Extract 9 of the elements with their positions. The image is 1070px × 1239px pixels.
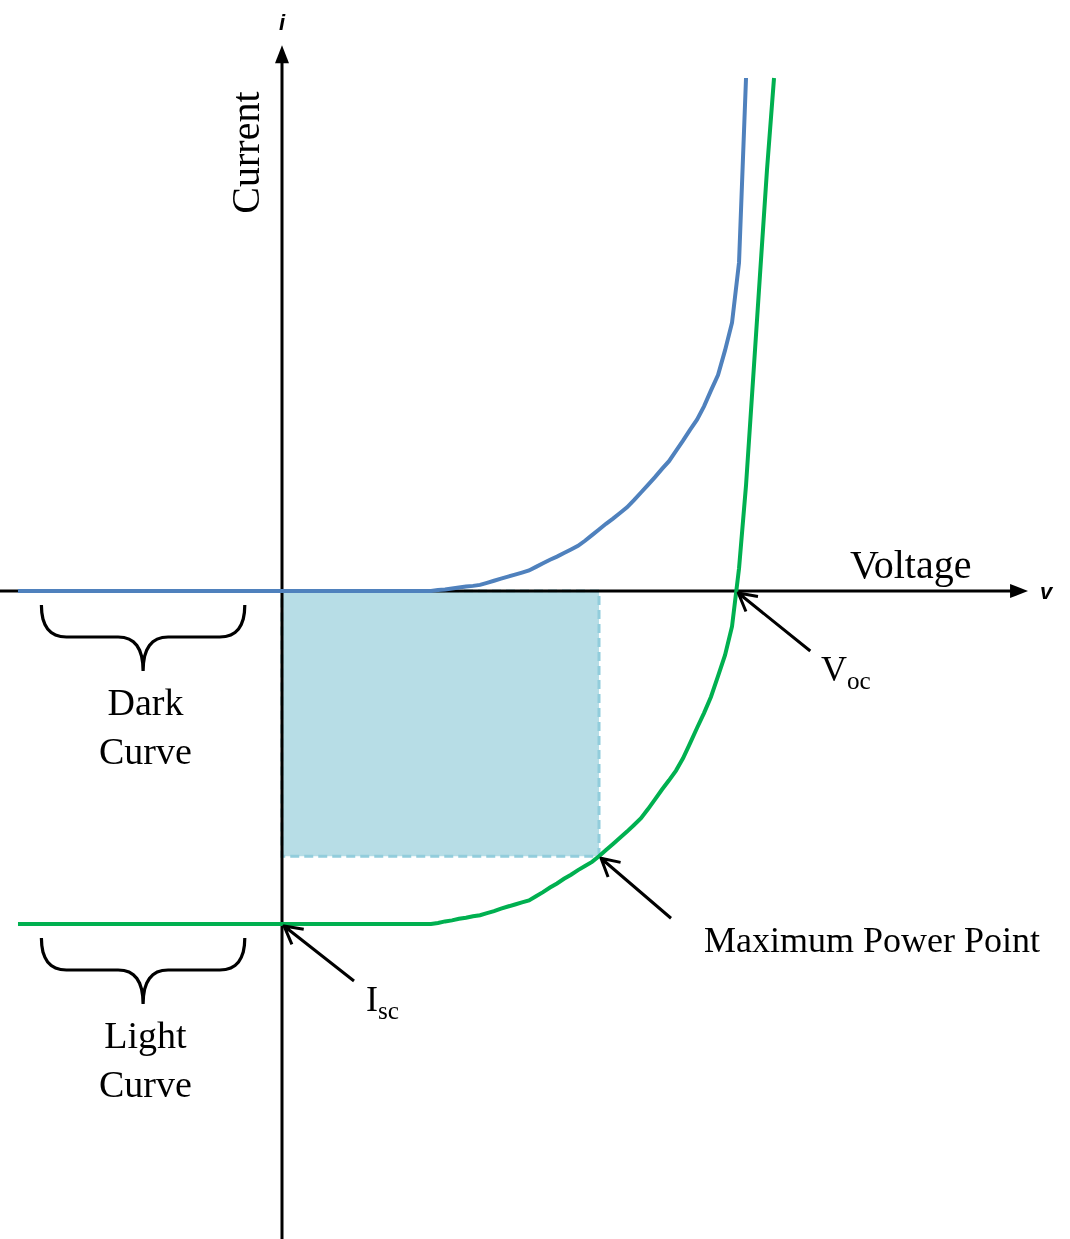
text: I$_{sc}$ [366, 979, 399, 1024]
annotation: Maximum Power Point [704, 920, 1041, 960]
text: i [279, 10, 286, 35]
y-axis-title: Current [223, 91, 269, 214]
text: Dark Curve [99, 681, 192, 773]
text: Light Curve [99, 1014, 192, 1106]
text: v [1040, 579, 1054, 604]
x-axis-title: Voltage [850, 542, 972, 587]
text: V$_{oc}$ [821, 649, 871, 694]
